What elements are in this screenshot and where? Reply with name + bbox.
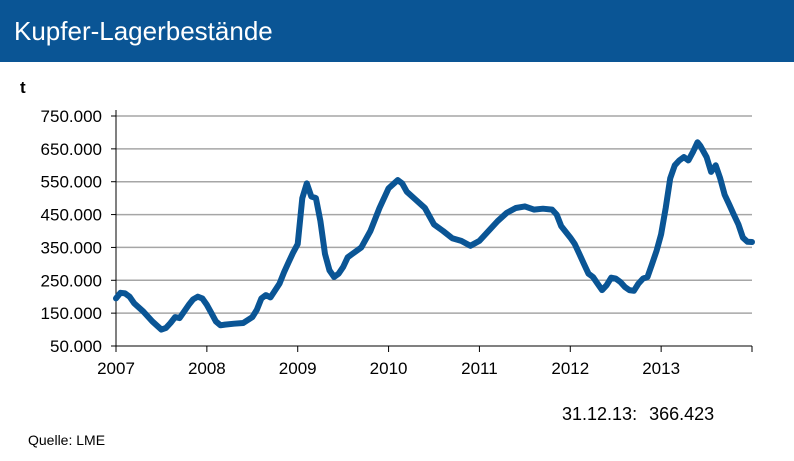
x-tick-label-2: 2009 [279, 359, 317, 378]
series-layer [113, 139, 755, 333]
y-tick-label-3: 450.000 [41, 206, 102, 225]
y-tick-labels: 750.000 650.000 550.000 450.000 350.000 250.0… [41, 107, 102, 356]
last-value-number: 366.423 [649, 404, 715, 424]
axes [111, 110, 753, 352]
x-tick-label-4: 2011 [461, 359, 498, 378]
x-tick-label-0: 2007 [97, 359, 135, 378]
x-tick-label-6: 2013 [642, 359, 680, 378]
y-tick-label-0: 750.000 [41, 107, 102, 126]
x-tick-labels: 2007 2008 2009 2010 2011 2012 2013 [97, 359, 680, 378]
last-value-readout: 31.12.13: 366.423 [562, 404, 714, 425]
y-tick-label-5: 250.000 [41, 271, 102, 290]
y-tick-label-1: 650.000 [41, 140, 102, 159]
chart-header: Kupfer-Lagerbestände [0, 0, 794, 62]
last-value-date: 31.12.13: [562, 404, 638, 424]
grid-lines [116, 115, 752, 314]
y-tick-label-4: 350.000 [41, 238, 102, 257]
x-tick-label-1: 2008 [188, 359, 226, 378]
y-tick-label-7: 50.000 [50, 337, 102, 356]
y-tick-label-2: 550.000 [41, 173, 102, 192]
series-line-0 [113, 139, 755, 333]
x-tick-label-5: 2012 [551, 359, 589, 378]
source-note: Quelle: LME [28, 432, 106, 448]
chart-title: Kupfer-Lagerbestände [14, 16, 273, 46]
x-tick-label-3: 2010 [370, 359, 408, 378]
y-tick-label-6: 150.000 [41, 304, 102, 323]
y-axis-unit-label: t [20, 78, 26, 97]
